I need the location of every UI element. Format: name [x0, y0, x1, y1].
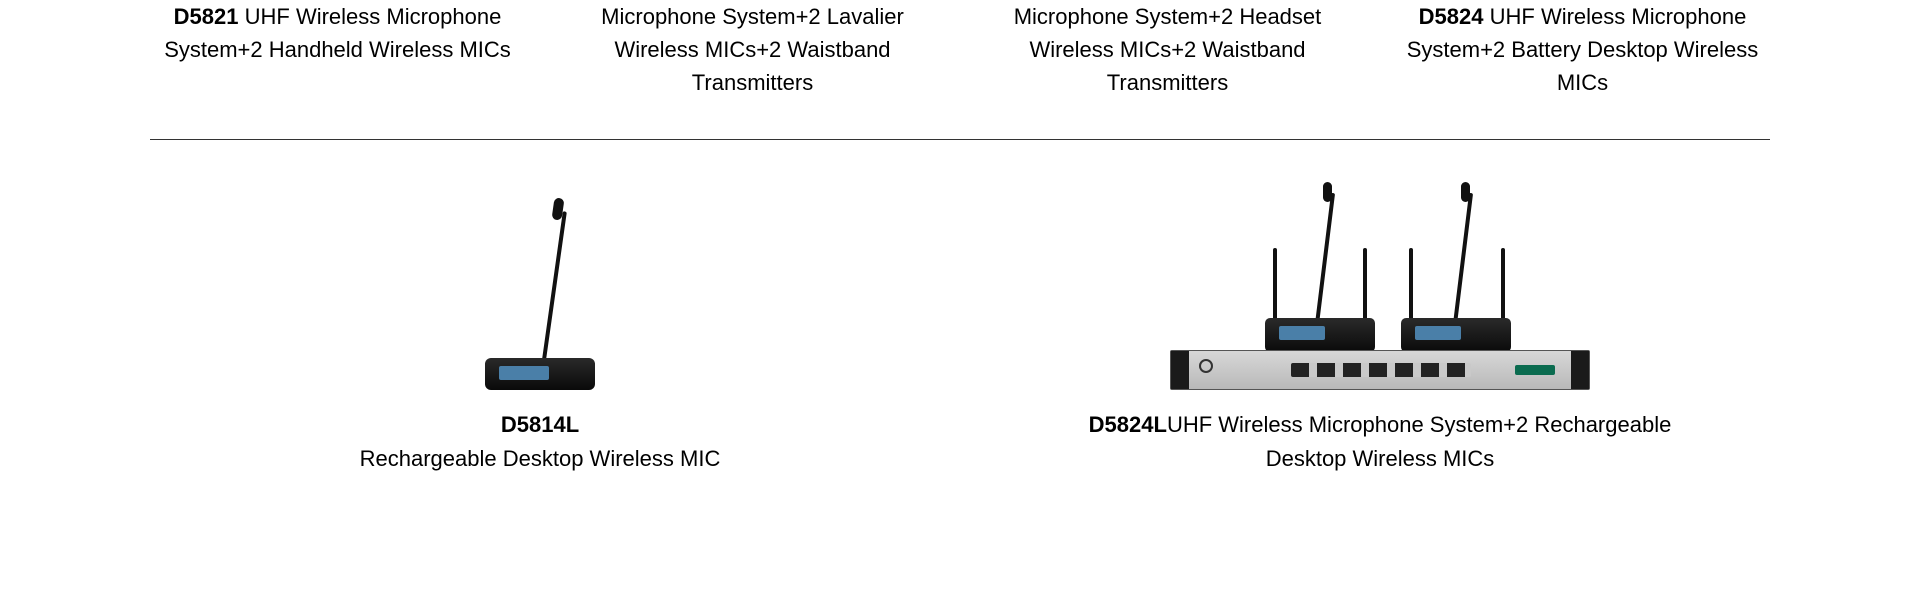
product-desc: Microphone System+2 Lavalier Wireless MI… [601, 4, 904, 95]
rack-system-icon [1165, 200, 1595, 390]
product-model: D5824 [1419, 4, 1484, 29]
product-caption: D5824LUHF Wireless Microphone System+2 R… [990, 408, 1770, 476]
product-row-bottom: D5814L Rechargeable Desktop Wireless MIC [150, 190, 1770, 476]
product-row-top: D5821 UHF Wireless Microphone System+2 H… [150, 0, 1770, 99]
product-item: D5814L Rechargeable Desktop Wireless MIC [150, 190, 930, 476]
product-item: Microphone System+2 Lavalier Wireless MI… [565, 0, 940, 99]
product-caption: D5814L Rechargeable Desktop Wireless MIC [150, 408, 930, 476]
gooseneck-mic-icon [480, 200, 600, 390]
product-desc: Microphone System+2 Headset Wireless MIC… [1014, 4, 1322, 95]
product-desc-line2: Desktop Wireless MICs [990, 442, 1770, 476]
product-item: D5824LUHF Wireless Microphone System+2 R… [990, 190, 1770, 476]
product-image [990, 190, 1770, 390]
section-divider [150, 139, 1770, 140]
product-model: D5824L [1089, 412, 1167, 437]
product-item: Microphone System+2 Headset Wireless MIC… [980, 0, 1355, 99]
page: D5821 UHF Wireless Microphone System+2 H… [0, 0, 1920, 609]
product-item: D5821 UHF Wireless Microphone System+2 H… [150, 0, 525, 99]
product-item: D5824 UHF Wireless Microphone System+2 B… [1395, 0, 1770, 99]
product-desc-line1: UHF Wireless Microphone System+2 Recharg… [1167, 412, 1671, 437]
product-image [150, 190, 930, 390]
product-desc-line2: Rechargeable Desktop Wireless MIC [150, 442, 930, 476]
product-model: D5814L [501, 412, 579, 437]
product-model: D5821 [174, 4, 239, 29]
